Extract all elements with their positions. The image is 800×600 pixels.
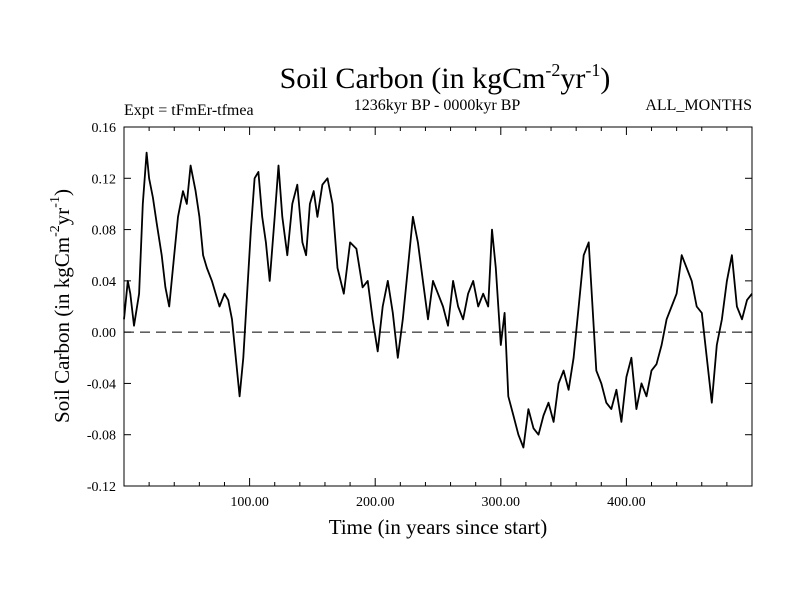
- subtitle-months: ALL_MONTHS: [645, 97, 752, 114]
- y-tick-label: -0.08: [87, 429, 116, 444]
- y-axis-label: Soil Carbon (in kgCm-2yr-1): [48, 189, 74, 423]
- y-tick-label: -0.04: [87, 377, 116, 392]
- x-axis-label: Time (in years since start): [329, 515, 548, 539]
- x-tick-label: 300.00: [482, 495, 521, 510]
- y-axis: -0.12 -0.08 -0.04 0.00 0.04 0.08 0.12 0.16: [87, 121, 752, 495]
- y-axis-label-mid: yr: [50, 208, 74, 226]
- chart-title: Soil Carbon (in kgCm-2yr-1): [280, 60, 611, 95]
- plot-frame: [123, 126, 753, 487]
- y-tick-label: 0.08: [92, 224, 117, 239]
- chart-title-end: ): [600, 62, 610, 95]
- y-tick-label: 0.12: [92, 172, 117, 187]
- y-axis-label-sup2: -1: [48, 196, 63, 208]
- x-axis: 100.00 200.00 300.00 400.00: [148, 127, 728, 510]
- y-tick-label: 0.00: [92, 326, 117, 341]
- series-line-soil-carbon: [123, 151, 753, 449]
- y-axis-label-sup1: -2: [48, 225, 63, 237]
- x-tick-label: 400.00: [607, 495, 646, 510]
- y-tick-label: 0.16: [92, 121, 117, 136]
- y-axis-label-end: ): [50, 189, 74, 196]
- x-tick-label: 200.00: [356, 495, 395, 510]
- chart-title-mid: yr: [560, 62, 585, 95]
- x-tick-label: 100.00: [230, 495, 269, 510]
- chart-title-sup2: -1: [585, 60, 600, 80]
- y-tick-label: -0.12: [87, 480, 116, 495]
- y-tick-label: 0.04: [92, 275, 117, 290]
- chart-title-sup1: -2: [545, 60, 560, 80]
- subtitle-time-range: 1236kyr BP - 0000kyr BP: [354, 97, 521, 114]
- subtitle-experiment: Expt = tFmEr-tfmea: [124, 102, 254, 119]
